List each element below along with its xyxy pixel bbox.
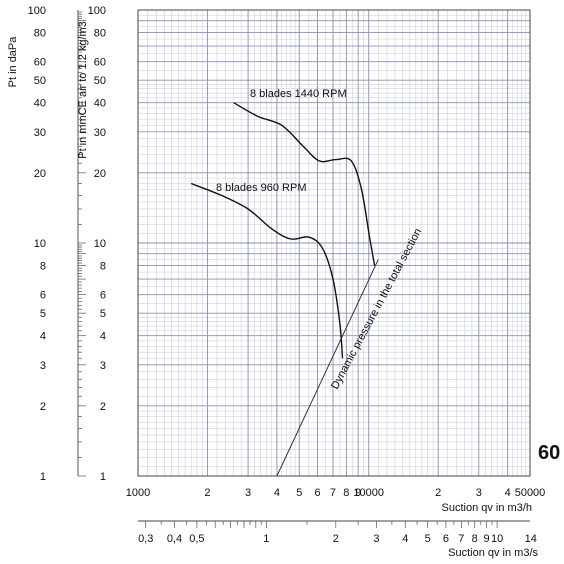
y-tick-label-mmce: 60 — [94, 57, 106, 69]
left-scale-ticks — [77, 10, 86, 477]
x-tick-label: 7 — [330, 487, 336, 499]
y-tick-label-mmce: 1 — [100, 471, 106, 483]
y-tick-label-dapa: 3 — [40, 360, 46, 372]
x2-tick-label: 0,5 — [189, 533, 204, 545]
x2-tick-label: 4 — [402, 533, 408, 545]
y-tick-label-mmce: 40 — [94, 98, 106, 110]
y-tick-label-dapa: 2 — [40, 401, 46, 413]
y-tick-label-mmce: 8 — [100, 261, 106, 273]
x2-tick-label: 1 — [263, 533, 269, 545]
major-grid — [137, 10, 531, 477]
x2-tick-label: 0,4 — [167, 533, 182, 545]
series-group — [190, 102, 379, 477]
x-axis-ticks-m3s: 0,3 0,4 0,5 1 2 3 4 5 6 7 8 9 10 14 — [138, 533, 537, 545]
series-label-1440: 8 blades 1440 RPM — [250, 88, 347, 100]
y-axis-ticks-dapa: 1 2 3 4 5 6 8 10 20 30 40 50 60 80 100 — [28, 5, 46, 483]
y-tick-label-dapa: 10 — [34, 238, 46, 250]
y-tick-label-dapa: 30 — [34, 127, 46, 139]
y-tick-label-mmce: 4 — [100, 331, 106, 343]
x2-tick-label: 7 — [458, 533, 464, 545]
x2-axis-tick-marks — [145, 521, 498, 528]
series-line-960-rpm — [190, 182, 344, 359]
y-tick-label-mmce: 3 — [100, 360, 106, 372]
x2-tick-label: 2 — [333, 533, 339, 545]
y-tick-label-dapa: 8 — [40, 261, 46, 273]
y-tick-label-mmce: 10 — [94, 238, 106, 250]
y-tick-label-mmce: 20 — [94, 168, 106, 180]
y-tick-label-mmce: 30 — [94, 127, 106, 139]
y-tick-label-dapa: 80 — [34, 28, 46, 40]
y-tick-label-dapa: 100 — [28, 5, 46, 17]
x2-tick-label: 3 — [373, 533, 379, 545]
y-tick-label-mmce: 6 — [100, 290, 106, 302]
y-axis-title-dapa: Pt in daPa — [7, 36, 19, 88]
y-tick-label-dapa: 5 — [40, 308, 46, 320]
x-tick-label: 2 — [204, 487, 210, 499]
y-tick-label-dapa: 50 — [34, 75, 46, 87]
y-tick-label-mmce: 100 — [88, 5, 106, 17]
x-tick-label: 10000 — [353, 487, 384, 499]
x2-tick-label: 8 — [472, 533, 478, 545]
plot-frame — [137, 9, 531, 477]
y-tick-label-dapa: 6 — [40, 290, 46, 302]
y-tick-label-mmce: 50 — [94, 75, 106, 87]
x-tick-label: 50000 — [515, 487, 546, 499]
x-tick-label: 6 — [314, 487, 320, 499]
y-axis-ticks-mmce: 1 2 3 4 5 6 8 10 20 30 40 50 60 80 100 — [88, 5, 106, 483]
x-tick-label: 2 — [435, 487, 441, 499]
x2-tick-label: 14 — [525, 533, 537, 545]
series-line-dynamic-pressure — [276, 259, 379, 477]
y-tick-label-dapa: 1 — [40, 471, 46, 483]
x-tick-label: 8 — [343, 487, 349, 499]
x-tick-label: 3 — [245, 487, 251, 499]
x-tick-label: 4 — [505, 487, 511, 499]
y-tick-label-dapa: 60 — [34, 57, 46, 69]
series-line-1440-rpm — [233, 102, 376, 266]
x-tick-label: 3 — [476, 487, 482, 499]
series-label-960: 8 blades 960 RPM — [216, 182, 307, 194]
x-tick-label: 1000 — [126, 487, 150, 499]
x-tick-label: 9 — [355, 487, 361, 499]
y-tick-label-mmce: 80 — [94, 28, 106, 40]
x-axis-title: Suction qv in m3/h — [442, 502, 533, 514]
y-tick-label-dapa: 40 — [34, 98, 46, 110]
y-tick-label-mmce: 5 — [100, 308, 106, 320]
x2-tick-label: 0,3 — [138, 533, 153, 545]
x-tick-label: 4 — [274, 487, 280, 499]
model-number-annotation: 60 — [538, 442, 560, 464]
x2-tick-label: 5 — [425, 533, 431, 545]
x2-tick-label: 9 — [483, 533, 489, 545]
x2-tick-label: 6 — [443, 533, 449, 545]
y-tick-label-dapa: 20 — [34, 168, 46, 180]
y-axis-title-mmce: Pt in mmCE air to 1.2 kg/m3 — [77, 21, 89, 159]
x2-axis-title: Suction qv in m3/s — [448, 547, 538, 559]
y-tick-label-dapa: 4 — [40, 331, 46, 343]
x2-tick-label: 10 — [491, 533, 503, 545]
y-tick-label-mmce: 2 — [100, 401, 106, 413]
x-tick-label: 5 — [296, 487, 302, 499]
